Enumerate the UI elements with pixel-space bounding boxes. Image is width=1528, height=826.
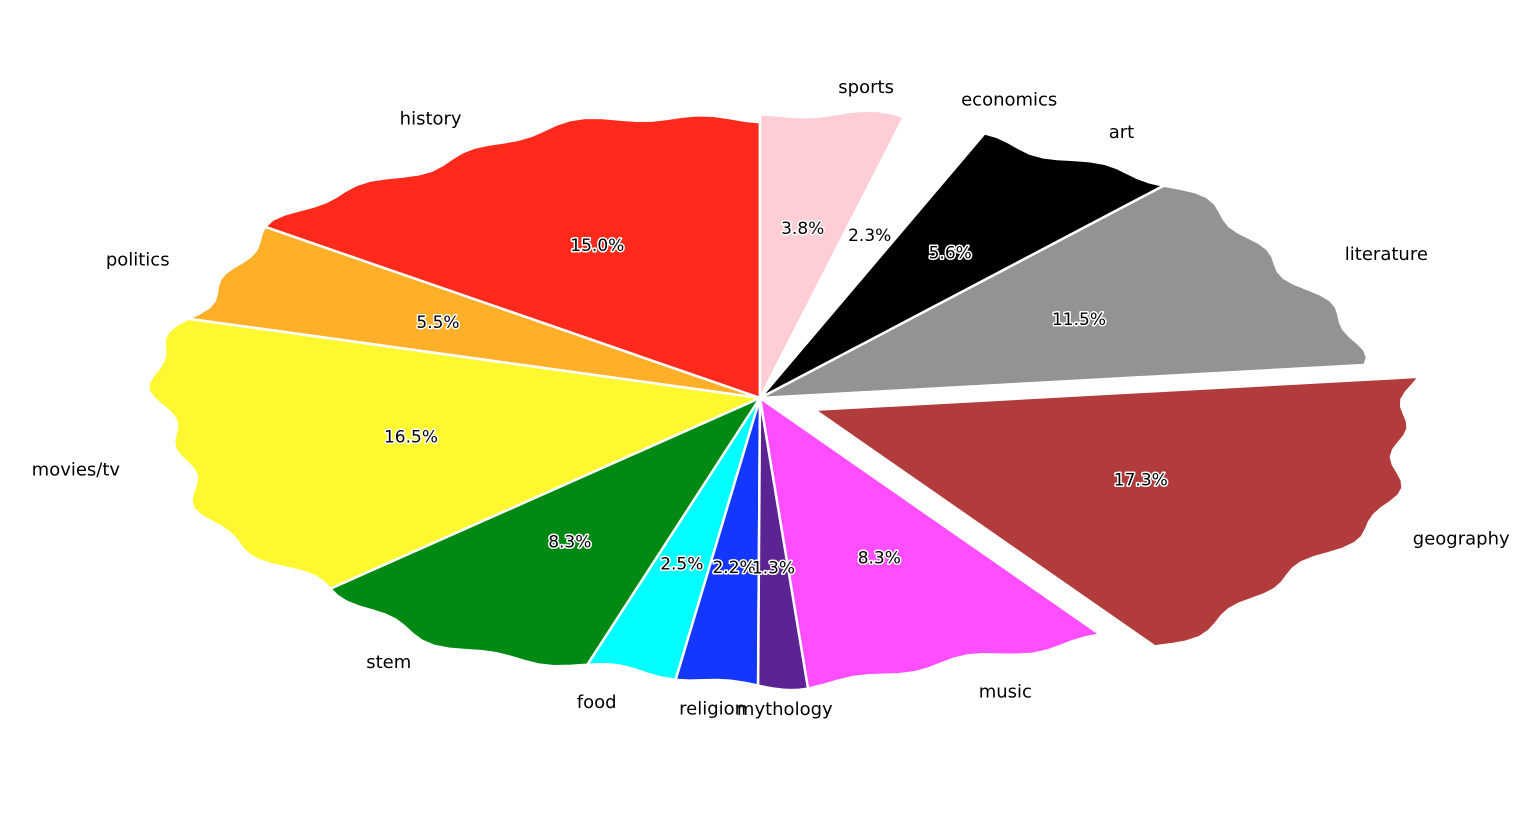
category-label-literature: literature <box>1345 244 1428 265</box>
pie-slice-politics <box>187 225 762 400</box>
category-label-religion: religion <box>679 699 746 720</box>
pie-slice-sports <box>758 109 906 400</box>
category-label-music: music <box>979 682 1032 703</box>
pie-slice-history <box>263 114 762 400</box>
category-label-stem: stem <box>366 652 411 673</box>
pie-slice-music <box>758 396 1102 690</box>
pct-label-sports: 3.8% <box>781 219 824 239</box>
category-label-food: food <box>577 692 617 713</box>
pie-slice-stem <box>328 396 762 668</box>
pct-label-art: 5.6% <box>929 244 972 264</box>
category-label-art: art <box>1109 122 1135 143</box>
pie-slice-religion <box>674 396 762 687</box>
pct-label-mythology: 1.3% <box>752 558 795 578</box>
category-label-economics: economics <box>961 90 1057 111</box>
pct-label-food: 2.5% <box>660 554 703 574</box>
pct-label-movies-tv: 16.5% <box>384 428 438 448</box>
pie-slice-literature <box>758 184 1369 400</box>
pie-slice-economics <box>758 115 986 400</box>
pct-label-economics: 2.3% <box>848 226 891 246</box>
pct-label-literature: 11.5% <box>1052 310 1106 330</box>
category-label-geography: geography <box>1413 529 1510 550</box>
pct-label-politics: 5.5% <box>416 313 459 333</box>
category-label-movies-tv: movies/tv <box>32 459 121 480</box>
pie-slice-geography <box>813 375 1421 648</box>
percentage-labels: 15.0% 5.5% 16.5% 8.3% 2.5% 2.2%1.3% 8.3% 17.3% 1… <box>382 217 1169 579</box>
pct-label-history: 15.0% <box>570 236 624 256</box>
pct-label-religion: 2.2% <box>712 558 755 578</box>
pie-slice-movies-tv <box>147 317 762 591</box>
category-label-history: history <box>400 109 462 130</box>
pie-slice-art <box>758 132 1165 400</box>
category-label-sports: sports <box>838 77 894 98</box>
category-label-mythology: mythology <box>737 699 833 720</box>
pct-label-geography: 17.3% <box>1114 471 1168 491</box>
category-labels: history politics movies/tv stem food religion… <box>32 77 1510 720</box>
pct-label-stem: 8.3% <box>548 533 591 553</box>
pct-label-music: 8.3% <box>858 549 901 569</box>
pie-slice-food <box>586 396 762 682</box>
category-label-politics: politics <box>106 249 170 270</box>
pie-slices <box>147 109 1421 692</box>
